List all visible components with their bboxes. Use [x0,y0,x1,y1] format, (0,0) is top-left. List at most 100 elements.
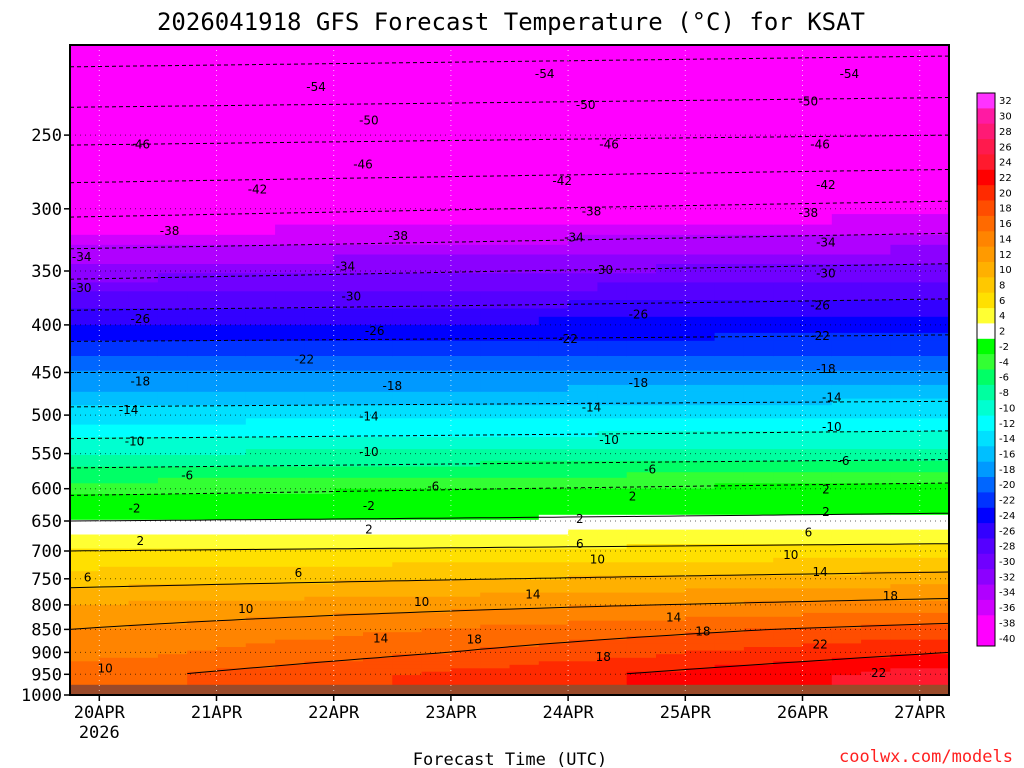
temperature-cell [773,584,804,589]
temperature-cell [714,466,745,473]
temperature-cell [363,224,393,236]
temperature-cell [656,370,686,379]
temperature-cell [890,157,921,170]
temperature-cell [392,494,423,500]
temperature-cell [861,529,891,535]
temperature-cell [275,612,305,618]
temperature-cell [890,657,921,662]
temperature-cell [450,499,481,506]
temperature-cell [333,131,364,146]
temperature-cell [509,657,540,662]
temperature-cell [363,466,393,473]
temperature-cell [831,504,862,511]
temperature-cell [480,398,511,406]
temperature-cell [333,499,364,506]
temperature-cell [626,370,657,379]
temperature-cell [70,608,100,614]
temperature-cell [743,370,774,379]
temperature-cell [157,604,188,610]
temperature-cell [99,566,130,572]
temperature-cell [656,144,686,158]
temperature-cell [538,466,569,473]
temperature-cell [714,316,745,326]
temperature-cell [656,681,686,686]
temperature-cell [157,657,188,662]
contour-label: -26 [365,324,385,338]
temperature-cell [831,553,862,559]
temperature-cell [245,45,276,62]
temperature-cell [333,608,364,614]
temperature-cell [773,324,804,334]
temperature-cell [70,671,100,676]
temperature-cell [421,681,452,686]
temperature-cell [714,455,745,462]
temperature-cell [245,144,276,158]
temperature-cell [157,460,188,468]
contour-label: -10 [599,433,619,447]
temperature-cell [157,608,188,614]
temperature-cell [128,348,159,357]
temperature-cell [70,332,100,342]
temperature-cell [626,118,657,133]
temperature-cell [685,370,716,379]
temperature-cell [919,254,950,265]
temperature-cell [743,534,774,540]
temperature-cell [538,449,569,456]
temperature-cell [363,632,393,637]
temperature-cell [450,300,481,310]
temperature-cell [861,455,891,462]
temperature-cell [304,224,335,236]
temperature-cell [450,377,481,386]
temperature-cell [275,131,305,146]
temperature-cell [157,624,188,629]
temperature-cell [392,192,423,204]
temperature-cell [363,316,393,326]
temperature-cell [333,509,364,516]
temperature-cell [714,418,745,426]
temperature-cell [743,600,774,606]
temperature-cell [216,628,247,633]
temperature-cell [802,291,833,301]
temperature-cell [773,76,804,92]
temperature-cell [304,675,335,680]
temperature-cell [275,639,305,644]
temperature-cell [333,192,364,204]
y-tick-label: 300 [31,200,62,220]
temperature-cell [538,131,569,146]
temperature-cell [392,504,423,511]
temperature-cell [802,455,833,462]
temperature-cell [656,437,686,444]
temperature-cell [597,483,628,490]
temperature-cell [450,477,481,484]
temperature-cell [70,612,100,618]
temperature-cell [245,539,276,545]
temperature-cell [216,324,247,334]
temperature-cell [919,675,950,680]
temperature-cell [714,612,745,618]
temperature-cell [245,131,276,146]
temperature-cell [626,449,657,456]
temperature-cell [392,544,423,550]
temperature-cell [919,169,950,182]
temperature-cell [99,548,130,554]
temperature-cell [861,316,891,326]
temperature-cell [392,324,423,334]
temperature-cell [450,534,481,540]
temperature-cell [216,472,247,479]
temperature-cell [128,636,159,641]
temperature-cell [70,483,100,490]
temperature-cell [99,169,130,182]
temperature-cell [656,45,686,62]
temperature-cell [245,514,276,521]
temperature-cell [597,411,628,419]
temperature-cell [304,671,335,676]
colorbar-label: 4 [999,311,1005,322]
temperature-cell [480,529,511,535]
temperature-cell [333,282,364,292]
temperature-cell [333,377,364,386]
colorbar-swatch [977,599,995,616]
temperature-cell [304,466,335,473]
temperature-cell [304,316,335,326]
temperature-cell [773,437,804,444]
x-axis-label: Forecast Time (UTC) [413,750,607,768]
